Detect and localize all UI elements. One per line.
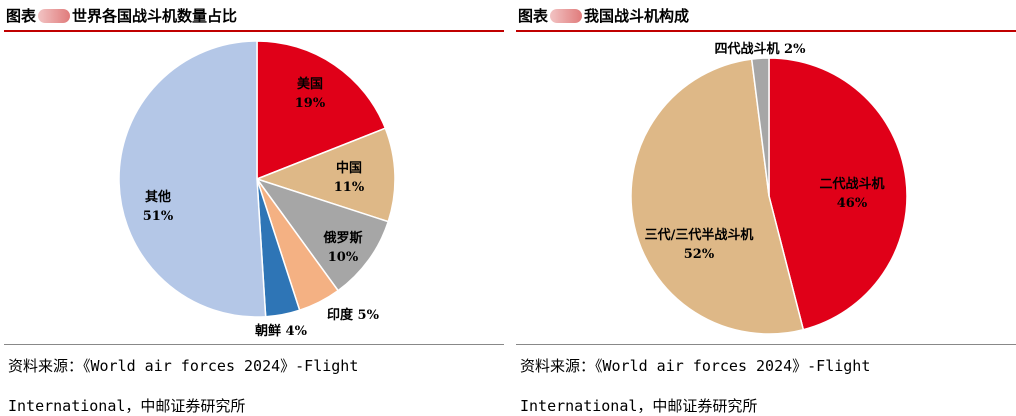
right-chart-panel: 图表 我国战斗机构成 二代战斗机 46% 三代/三代半战斗机 52% 四代战斗机 2% 资… bbox=[516, 0, 1016, 415]
right-source: 资料来源：《World air forces 2024》-Flight Inte… bbox=[516, 344, 1016, 415]
china-fighter-composition-pie: 二代战斗机 46% 三代/三代半战斗机 52% 四代战斗机 2% bbox=[630, 41, 908, 335]
slice-category-label: 四代战斗机 2% bbox=[715, 41, 807, 57]
left-source: 资料来源：《World air forces 2024》-Flight Inte… bbox=[4, 344, 504, 415]
right-title-prefix: 图表 bbox=[518, 7, 549, 25]
pie-slice bbox=[255, 177, 390, 292]
slice-category-label: 其他 bbox=[145, 189, 171, 205]
slice-value-label: 46% bbox=[837, 196, 868, 211]
slice-label: 其他 51% bbox=[143, 189, 174, 224]
left-title-text: 世界各国战斗机数量占比 bbox=[72, 7, 238, 25]
slice-category-label: 美国 bbox=[297, 76, 323, 92]
slice-category-label: 朝鲜 4% bbox=[255, 323, 308, 339]
slice-value-label: 52% bbox=[684, 247, 715, 262]
slice-category-label: 印度 5% bbox=[327, 307, 380, 323]
right-title-text: 我国战斗机构成 bbox=[584, 7, 690, 25]
slice-label: 俄罗斯 10% bbox=[322, 230, 362, 265]
pie-slice bbox=[256, 40, 387, 181]
world-fighter-share-pie: 美国 19% 中国 11% 俄罗斯 10% 印度 5% 朝鲜 4% 其他 51% bbox=[118, 40, 396, 339]
slice-category-label: 中国 bbox=[336, 160, 362, 176]
slice-label: 中国 11% bbox=[334, 160, 365, 195]
slice-category-label: 二代战斗机 bbox=[819, 176, 884, 192]
slice-label: 四代战斗机 2% bbox=[715, 41, 807, 57]
pie-slice bbox=[750, 57, 770, 197]
right-chart-title: 图表 我国战斗机构成 bbox=[518, 5, 689, 26]
slice-value-label: 19% bbox=[295, 96, 326, 111]
slice-label: 二代战斗机 46% bbox=[819, 176, 884, 211]
left-title-bar: 图表 世界各国战斗机数量占比 bbox=[4, 0, 504, 32]
pie-slice bbox=[118, 40, 267, 318]
right-title-bar: 图表 我国战斗机构成 bbox=[516, 0, 1016, 32]
slice-label: 印度 5% bbox=[327, 307, 380, 323]
left-source-line1: 资料来源：《World air forces 2024》-Flight bbox=[8, 357, 359, 375]
redacted-marker-icon bbox=[550, 9, 583, 23]
slice-value-label: 11% bbox=[334, 180, 365, 195]
left-chart-panel: 图表 世界各国战斗机数量占比 美国 19% 中国 11% 俄罗斯 10% 印度 5% 朝鲜 4%… bbox=[4, 0, 504, 415]
slice-label: 朝鲜 4% bbox=[255, 323, 308, 339]
slice-category-label: 三代/三代半战斗机 bbox=[645, 227, 754, 243]
right-source-line2: International，中邮证券研究所 bbox=[520, 397, 758, 415]
redacted-marker-icon bbox=[38, 9, 71, 23]
slice-category-label: 俄罗斯 bbox=[322, 230, 362, 246]
left-chart-title: 图表 世界各国战斗机数量占比 bbox=[6, 5, 237, 26]
left-title-prefix: 图表 bbox=[6, 7, 37, 25]
pie-slice bbox=[254, 127, 396, 223]
slice-label: 三代/三代半战斗机 52% bbox=[645, 227, 754, 262]
pie-slice bbox=[768, 57, 908, 331]
slice-value-label: 10% bbox=[328, 250, 359, 265]
right-source-line1: 资料来源：《World air forces 2024》-Flight bbox=[520, 357, 871, 375]
slice-label: 美国 19% bbox=[295, 76, 326, 111]
slice-value-label: 51% bbox=[143, 209, 174, 224]
left-source-line2: International，中邮证券研究所 bbox=[8, 397, 246, 415]
